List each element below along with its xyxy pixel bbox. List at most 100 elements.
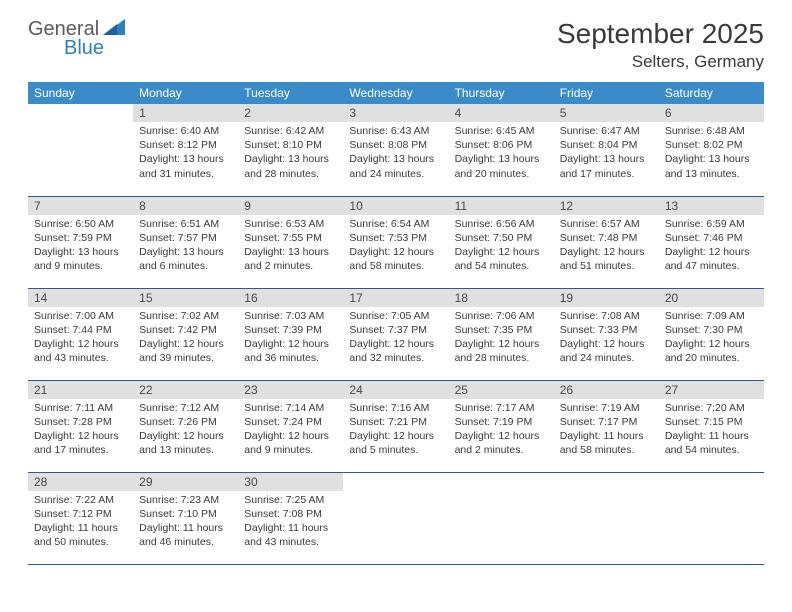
day-number: 21 (28, 381, 133, 399)
calendar-cell: 28Sunrise: 7:22 AMSunset: 7:12 PMDayligh… (28, 472, 133, 564)
calendar-cell: 21Sunrise: 7:11 AMSunset: 7:28 PMDayligh… (28, 380, 133, 472)
day-number: 12 (554, 197, 659, 215)
day-number: 27 (659, 381, 764, 399)
calendar-cell: 1Sunrise: 6:40 AMSunset: 8:12 PMDaylight… (133, 104, 238, 196)
day-details: Sunrise: 6:57 AMSunset: 7:48 PMDaylight:… (554, 215, 659, 278)
day-number: 9 (238, 197, 343, 215)
page-title: September 2025 (557, 18, 764, 50)
calendar-cell: 4Sunrise: 6:45 AMSunset: 8:06 PMDaylight… (449, 104, 554, 196)
calendar-cell: 22Sunrise: 7:12 AMSunset: 7:26 PMDayligh… (133, 380, 238, 472)
calendar-cell: 3Sunrise: 6:43 AMSunset: 8:08 PMDaylight… (343, 104, 448, 196)
calendar-week-row: 14Sunrise: 7:00 AMSunset: 7:44 PMDayligh… (28, 288, 764, 380)
day-number: 5 (554, 104, 659, 122)
calendar-cell: 11Sunrise: 6:56 AMSunset: 7:50 PMDayligh… (449, 196, 554, 288)
day-number: 15 (133, 289, 238, 307)
calendar-cell (343, 472, 448, 564)
calendar-cell: 9Sunrise: 6:53 AMSunset: 7:55 PMDaylight… (238, 196, 343, 288)
day-details: Sunrise: 7:14 AMSunset: 7:24 PMDaylight:… (238, 399, 343, 462)
calendar-cell: 24Sunrise: 7:16 AMSunset: 7:21 PMDayligh… (343, 380, 448, 472)
calendar-week-row: 21Sunrise: 7:11 AMSunset: 7:28 PMDayligh… (28, 380, 764, 472)
day-header: Monday (133, 82, 238, 104)
day-details: Sunrise: 7:08 AMSunset: 7:33 PMDaylight:… (554, 307, 659, 370)
day-number: 20 (659, 289, 764, 307)
day-details: Sunrise: 7:12 AMSunset: 7:26 PMDaylight:… (133, 399, 238, 462)
day-details: Sunrise: 6:42 AMSunset: 8:10 PMDaylight:… (238, 122, 343, 185)
calendar-cell: 14Sunrise: 7:00 AMSunset: 7:44 PMDayligh… (28, 288, 133, 380)
day-details: Sunrise: 7:19 AMSunset: 7:17 PMDaylight:… (554, 399, 659, 462)
day-details: Sunrise: 7:23 AMSunset: 7:10 PMDaylight:… (133, 491, 238, 554)
calendar-cell: 26Sunrise: 7:19 AMSunset: 7:17 PMDayligh… (554, 380, 659, 472)
day-number: 17 (343, 289, 448, 307)
day-number: 29 (133, 473, 238, 491)
calendar-cell: 13Sunrise: 6:59 AMSunset: 7:46 PMDayligh… (659, 196, 764, 288)
calendar-cell: 6Sunrise: 6:48 AMSunset: 8:02 PMDaylight… (659, 104, 764, 196)
calendar-header-row: SundayMondayTuesdayWednesdayThursdayFrid… (28, 82, 764, 104)
day-details: Sunrise: 7:17 AMSunset: 7:19 PMDaylight:… (449, 399, 554, 462)
calendar-cell: 29Sunrise: 7:23 AMSunset: 7:10 PMDayligh… (133, 472, 238, 564)
day-details: Sunrise: 6:45 AMSunset: 8:06 PMDaylight:… (449, 122, 554, 185)
day-details: Sunrise: 7:09 AMSunset: 7:30 PMDaylight:… (659, 307, 764, 370)
day-details: Sunrise: 6:50 AMSunset: 7:59 PMDaylight:… (28, 215, 133, 278)
day-details: Sunrise: 7:03 AMSunset: 7:39 PMDaylight:… (238, 307, 343, 370)
day-details: Sunrise: 6:59 AMSunset: 7:46 PMDaylight:… (659, 215, 764, 278)
calendar-cell (554, 472, 659, 564)
day-details: Sunrise: 7:16 AMSunset: 7:21 PMDaylight:… (343, 399, 448, 462)
day-header: Thursday (449, 82, 554, 104)
day-number: 19 (554, 289, 659, 307)
day-details: Sunrise: 6:47 AMSunset: 8:04 PMDaylight:… (554, 122, 659, 185)
day-number: 3 (343, 104, 448, 122)
day-details: Sunrise: 7:22 AMSunset: 7:12 PMDaylight:… (28, 491, 133, 554)
calendar-cell (28, 104, 133, 196)
day-number: 7 (28, 197, 133, 215)
day-details: Sunrise: 6:56 AMSunset: 7:50 PMDaylight:… (449, 215, 554, 278)
day-number: 1 (133, 104, 238, 122)
day-details: Sunrise: 6:40 AMSunset: 8:12 PMDaylight:… (133, 122, 238, 185)
day-details: Sunrise: 6:53 AMSunset: 7:55 PMDaylight:… (238, 215, 343, 278)
calendar-cell: 16Sunrise: 7:03 AMSunset: 7:39 PMDayligh… (238, 288, 343, 380)
calendar-cell (659, 472, 764, 564)
day-number: 18 (449, 289, 554, 307)
day-number: 16 (238, 289, 343, 307)
day-number: 30 (238, 473, 343, 491)
calendar-cell: 12Sunrise: 6:57 AMSunset: 7:48 PMDayligh… (554, 196, 659, 288)
day-details: Sunrise: 6:43 AMSunset: 8:08 PMDaylight:… (343, 122, 448, 185)
day-details: Sunrise: 6:54 AMSunset: 7:53 PMDaylight:… (343, 215, 448, 278)
calendar-cell: 2Sunrise: 6:42 AMSunset: 8:10 PMDaylight… (238, 104, 343, 196)
logo: General Blue (28, 18, 148, 62)
day-header: Friday (554, 82, 659, 104)
day-number: 24 (343, 381, 448, 399)
calendar-cell: 15Sunrise: 7:02 AMSunset: 7:42 PMDayligh… (133, 288, 238, 380)
day-number: 22 (133, 381, 238, 399)
location-text: Selters, Germany (557, 52, 764, 72)
logo-text-blue: Blue (64, 37, 104, 60)
day-details: Sunrise: 7:06 AMSunset: 7:35 PMDaylight:… (449, 307, 554, 370)
day-number: 10 (343, 197, 448, 215)
day-details: Sunrise: 7:00 AMSunset: 7:44 PMDaylight:… (28, 307, 133, 370)
calendar-cell: 10Sunrise: 6:54 AMSunset: 7:53 PMDayligh… (343, 196, 448, 288)
day-number: 11 (449, 197, 554, 215)
calendar-cell: 27Sunrise: 7:20 AMSunset: 7:15 PMDayligh… (659, 380, 764, 472)
day-number: 8 (133, 197, 238, 215)
day-details: Sunrise: 7:02 AMSunset: 7:42 PMDaylight:… (133, 307, 238, 370)
calendar-cell: 5Sunrise: 6:47 AMSunset: 8:04 PMDaylight… (554, 104, 659, 196)
day-number: 23 (238, 381, 343, 399)
calendar-week-row: 1Sunrise: 6:40 AMSunset: 8:12 PMDaylight… (28, 104, 764, 196)
calendar-page: General Blue September 2025 Selters, Ger… (0, 0, 792, 575)
day-details: Sunrise: 7:11 AMSunset: 7:28 PMDaylight:… (28, 399, 133, 462)
calendar-cell: 17Sunrise: 7:05 AMSunset: 7:37 PMDayligh… (343, 288, 448, 380)
day-number: 26 (554, 381, 659, 399)
day-number: 6 (659, 104, 764, 122)
calendar-cell (449, 472, 554, 564)
day-details: Sunrise: 6:51 AMSunset: 7:57 PMDaylight:… (133, 215, 238, 278)
day-header: Saturday (659, 82, 764, 104)
day-details: Sunrise: 6:48 AMSunset: 8:02 PMDaylight:… (659, 122, 764, 185)
day-number: 2 (238, 104, 343, 122)
day-header: Tuesday (238, 82, 343, 104)
calendar-week-row: 7Sunrise: 6:50 AMSunset: 7:59 PMDaylight… (28, 196, 764, 288)
calendar-cell: 8Sunrise: 6:51 AMSunset: 7:57 PMDaylight… (133, 196, 238, 288)
day-number: 14 (28, 289, 133, 307)
calendar-body: 1Sunrise: 6:40 AMSunset: 8:12 PMDaylight… (28, 104, 764, 564)
day-details: Sunrise: 7:25 AMSunset: 7:08 PMDaylight:… (238, 491, 343, 554)
calendar-cell: 19Sunrise: 7:08 AMSunset: 7:33 PMDayligh… (554, 288, 659, 380)
day-details: Sunrise: 7:20 AMSunset: 7:15 PMDaylight:… (659, 399, 764, 462)
